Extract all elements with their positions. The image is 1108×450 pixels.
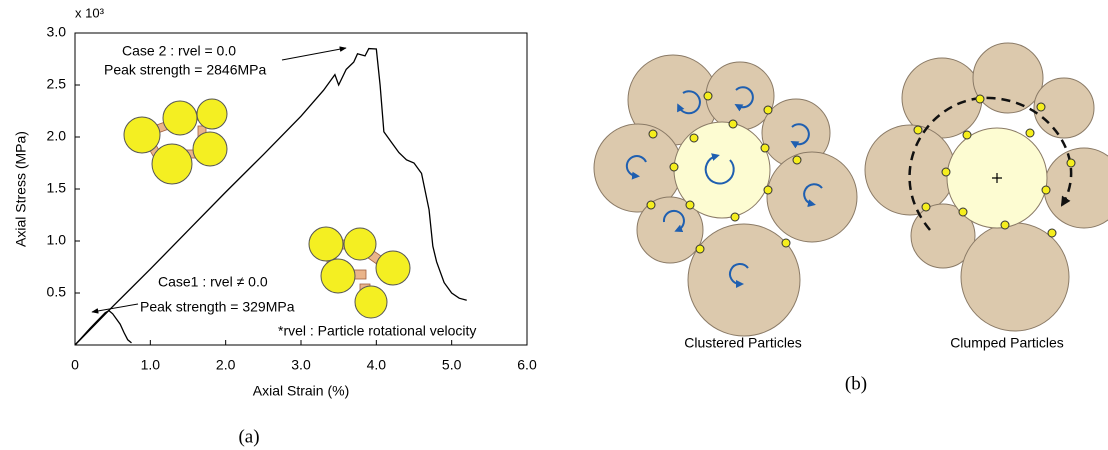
clustered-particles (593, 54, 858, 337)
data-line (74, 47, 467, 346)
axis-multiplier: x 10³ (75, 5, 105, 20)
chart: 0 1.0 2.0 3.0 4.0 5.0 6.0 0.5 1.0 1.5 2.0 2.5 3.0 (47, 24, 537, 373)
annotation-arrow (91, 303, 139, 314)
x-tick-label: 1.0 (141, 357, 161, 373)
x-tick-label: 2.0 (216, 357, 236, 373)
x-tick-label: 0 (71, 357, 79, 373)
annotation: Peak strength = 2846MPa (104, 62, 266, 78)
annotation: *rvel : Particle rotational velocity (278, 323, 476, 339)
diagram-caption: Clustered Particles (684, 335, 802, 351)
data-line (74, 309, 132, 346)
panel-label: (a) (238, 426, 259, 447)
x-tick-label: 5.0 (442, 357, 462, 373)
clumped-particles (864, 42, 1108, 332)
x-tick-label: 4.0 (367, 357, 387, 373)
diagram-caption: Clumped Particles (950, 335, 1064, 351)
x-tick-label: 6.0 (517, 357, 537, 373)
y-axis-label: Axial Stress (MPa) (13, 131, 29, 247)
x-axis-label: Axial Strain (%) (253, 383, 349, 399)
annotation: Case 2 : rvel = 0.0 (122, 43, 236, 59)
annotation: Peak strength = 329MPa (140, 299, 295, 315)
y-tick-label: 2.0 (47, 128, 67, 144)
y-tick-label: 0.5 (47, 284, 67, 300)
y-tick-label: 2.5 (47, 76, 67, 92)
locked-cluster (308, 226, 411, 319)
y-tick-label: 1.0 (47, 232, 67, 248)
y-tick-label: 1.5 (47, 180, 67, 196)
rotating-cluster (123, 98, 228, 185)
panel-label: (b) (845, 373, 867, 394)
y-tick-label: 3.0 (47, 24, 67, 40)
annotation-arrow (281, 46, 347, 61)
x-tick-label: 3.0 (291, 357, 311, 373)
annotation: Case1 : rvel ≠ 0.0 (158, 274, 268, 290)
